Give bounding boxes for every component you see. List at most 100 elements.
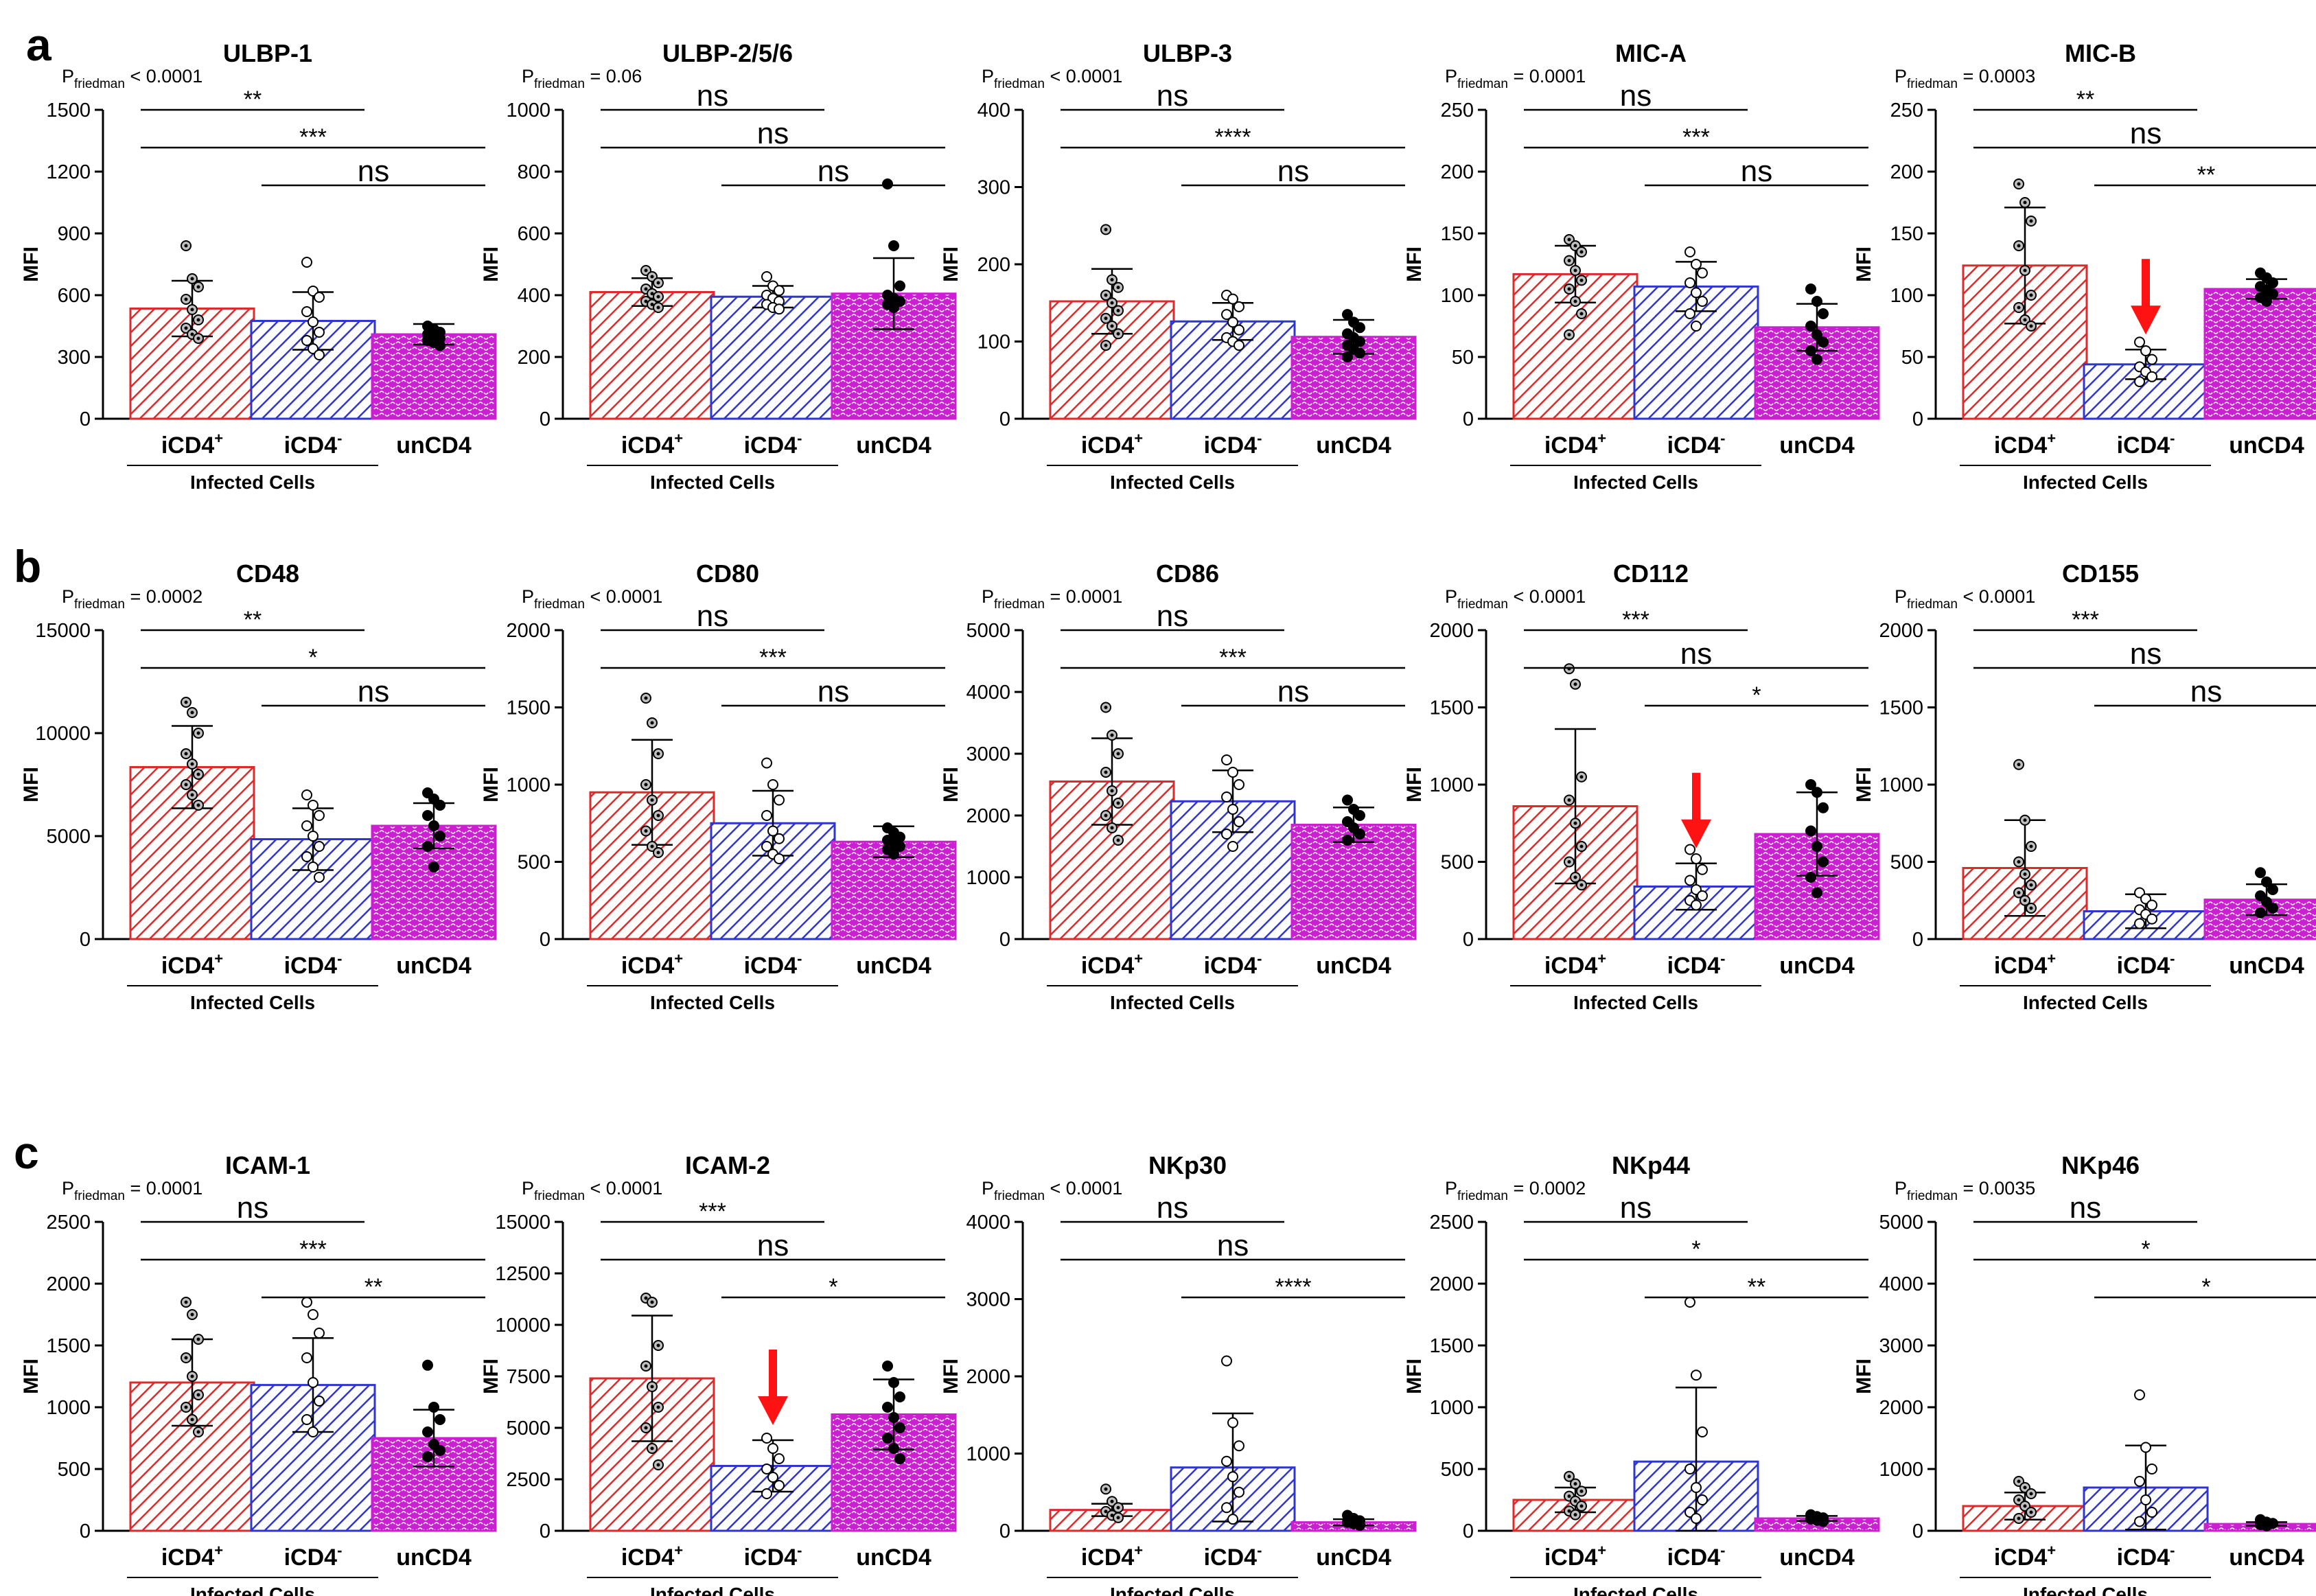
category-label: iCD4-: [1667, 950, 1726, 979]
data-point: [435, 1445, 445, 1456]
y-tick-label: 15000: [35, 620, 91, 642]
data-point-center: [1567, 1474, 1571, 1479]
data-point: [1354, 322, 1365, 334]
data-point-center: [2029, 1510, 2033, 1514]
data-point: [1684, 875, 1695, 886]
y-tick-label: 1000: [966, 1444, 1010, 1466]
data-point-center: [650, 721, 654, 725]
chart-panel-12: 0 1000 2000 3000 4000 MFI NKp30 Pfriedman < 0.0…: [940, 1151, 1417, 1596]
category-label: iCD4+: [161, 430, 223, 459]
significance-label: ns: [757, 117, 789, 150]
significance-label: *: [1691, 1236, 1700, 1262]
bar-uncd4: [831, 292, 957, 420]
y-tick-label: 0: [80, 1520, 91, 1542]
category-label: iCD4-: [2117, 1542, 2175, 1571]
y-tick-label: 0: [1912, 408, 1923, 430]
y-tick-label: 500: [518, 852, 551, 874]
category-label: iCD4-: [2117, 950, 2175, 979]
y-tick-label: 200: [1890, 161, 1923, 183]
data-point-center: [196, 285, 200, 289]
category-label-uncd4: unCD4: [2229, 432, 2304, 459]
infected-cells-label: Infected Cells: [2023, 1584, 2148, 1596]
data-point-center: [1579, 775, 1584, 779]
data-point-center: [184, 752, 188, 756]
category-base: iCD4: [1204, 1545, 1258, 1571]
data-point-center: [2023, 268, 2027, 273]
category-sup: -: [2170, 430, 2175, 447]
y-tick-label: 500: [1890, 852, 1923, 874]
significance-label: ns: [1620, 79, 1652, 113]
y-axis-label: MFI: [480, 767, 502, 802]
data-point: [2134, 918, 2145, 929]
data-point-center: [2029, 219, 2033, 223]
data-point-center: [1579, 1489, 1584, 1493]
data-point-center: [190, 710, 194, 715]
chart-title: ULBP-3: [1143, 39, 1232, 67]
infected-cells-label: Infected Cells: [190, 472, 315, 493]
category-sup: +: [2047, 430, 2056, 447]
data-point: [1354, 336, 1365, 347]
data-point-center: [656, 851, 660, 855]
data-point-center: [1579, 278, 1584, 282]
p-friedman-label: Pfriedman < 0.0001: [62, 66, 202, 91]
data-point-center: [190, 762, 194, 766]
bar-uncd4: [2203, 899, 2316, 940]
category-base: iCD4: [1994, 432, 2048, 459]
category-base: iCD4: [1081, 432, 1135, 459]
data-point: [435, 340, 445, 351]
y-axis-label: MFI: [1403, 767, 1426, 802]
y-axis-label: MFI: [940, 246, 962, 282]
p-letter: P: [1895, 586, 1907, 607]
p-friedman-label: Pfriedman < 0.0001: [1445, 586, 1586, 612]
data-point-center: [1567, 287, 1571, 291]
p-subscript: friedman: [1907, 1189, 1958, 1203]
data-point: [1227, 1471, 1238, 1483]
p-value: = 0.0001: [1045, 586, 1122, 607]
p-friedman-label: Pfriedman = 0.0003: [1895, 66, 2035, 91]
data-point: [314, 1328, 325, 1339]
category-label: iCD4+: [161, 950, 223, 979]
category-base: iCD4: [1081, 1545, 1135, 1571]
y-axis-label: MFI: [1403, 1358, 1426, 1394]
category-base: iCD4: [621, 953, 675, 979]
data-point: [1221, 1455, 1232, 1467]
data-point: [1818, 802, 1829, 813]
y-tick-label: 2000: [1879, 1397, 1923, 1419]
data-point-center: [1104, 813, 1108, 818]
data-point: [1221, 791, 1232, 802]
category-label: iCD4+: [1994, 430, 2056, 459]
y-tick-label: 7500: [506, 1366, 551, 1388]
category-sup: -: [797, 1542, 802, 1559]
category-label: iCD4+: [1994, 950, 2056, 979]
category-label: iCD4+: [1081, 950, 1143, 979]
p-subscript: friedman: [1457, 77, 1508, 91]
significance-label: ns: [1277, 675, 1309, 708]
data-point: [882, 1433, 893, 1444]
data-point-center: [650, 292, 654, 296]
y-tick-label: 1000: [506, 774, 551, 796]
data-point-center: [1116, 309, 1120, 312]
chart-panel-5: 0 5000 10000 15000 MFI CD48 Pfriedman = 0.0002…: [20, 559, 497, 1013]
data-point: [2134, 1389, 2145, 1400]
y-tick-label: 1500: [506, 697, 551, 719]
y-tick-label: 3000: [966, 743, 1010, 765]
data-point: [428, 861, 439, 872]
red-arrow-head: [1681, 819, 1711, 848]
y-tick-label: 900: [58, 223, 91, 245]
data-point: [888, 1443, 899, 1454]
data-point: [1818, 336, 1829, 348]
significance-label: ****: [1275, 1274, 1312, 1300]
data-point-center: [184, 783, 188, 787]
infected-cells-label: Infected Cells: [190, 1584, 315, 1596]
category-label-uncd4: unCD4: [1779, 953, 1855, 979]
category-sup: -: [1720, 950, 1725, 967]
data-point: [888, 302, 899, 313]
p-subscript: friedman: [994, 77, 1045, 91]
p-value: < 0.0001: [1045, 66, 1122, 86]
data-point-center: [2029, 906, 2033, 910]
data-point-center: [1110, 1499, 1114, 1503]
p-letter: P: [1895, 1178, 1907, 1199]
category-base: iCD4: [2117, 953, 2170, 979]
y-tick-label: 300: [977, 177, 1010, 199]
y-tick-label: 500: [1441, 1459, 1474, 1481]
